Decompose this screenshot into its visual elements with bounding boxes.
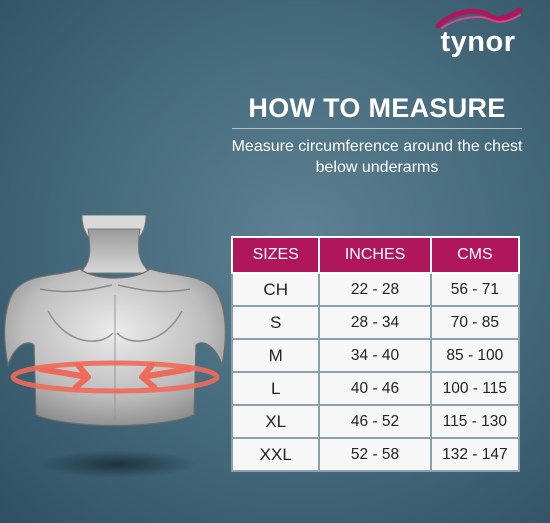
inches-cell: 40 - 46 <box>318 371 432 406</box>
inches-cell: 28 - 34 <box>318 305 432 340</box>
figure-shadow <box>38 450 198 478</box>
table-row: M 34 - 40 85 - 100 <box>230 338 521 373</box>
cms-cell: 100 - 115 <box>429 371 521 406</box>
table-row: S 28 - 34 70 - 85 <box>230 305 521 340</box>
size-cell: CH <box>230 272 321 307</box>
table-row: XL 46 - 52 115 - 130 <box>230 404 521 439</box>
torso-icon <box>4 215 226 427</box>
swoosh-icon <box>435 7 523 29</box>
size-cell: XL <box>230 404 321 439</box>
cms-cell: 56 - 71 <box>429 272 521 307</box>
brand-logo: tynor <box>428 6 528 58</box>
brand-name: tynor <box>440 26 516 58</box>
column-header-inches: INCHES <box>318 236 432 274</box>
table-header-row: SIZES INCHES CMS <box>230 236 521 274</box>
size-cell: S <box>230 305 321 340</box>
table-row: CH 22 - 28 56 - 71 <box>230 272 521 307</box>
inches-cell: 34 - 40 <box>318 338 432 373</box>
page-title: HOW TO MEASURE <box>248 93 506 123</box>
inches-cell: 52 - 58 <box>318 437 432 472</box>
measure-instruction: Measure circumference around the chest b… <box>231 138 523 176</box>
size-cell: M <box>230 338 321 373</box>
table-row: L 40 - 46 100 - 115 <box>230 371 521 406</box>
size-chart-table: SIZES INCHES CMS CH 22 - 28 56 - 71 S 28… <box>230 236 521 472</box>
size-cell: L <box>230 371 321 406</box>
cms-cell: 85 - 100 <box>429 338 521 373</box>
cms-cell: 70 - 85 <box>429 305 521 340</box>
inches-cell: 46 - 52 <box>318 404 432 439</box>
size-cell: XXL <box>230 437 321 472</box>
column-header-cms: CMS <box>429 236 521 274</box>
table-row: XXL 52 - 58 132 - 147 <box>230 437 521 472</box>
column-header-sizes: SIZES <box>230 236 321 274</box>
inches-cell: 22 - 28 <box>318 272 432 307</box>
title-divider <box>232 128 522 129</box>
cms-cell: 132 - 147 <box>429 437 521 472</box>
cms-cell: 115 - 130 <box>429 404 521 439</box>
